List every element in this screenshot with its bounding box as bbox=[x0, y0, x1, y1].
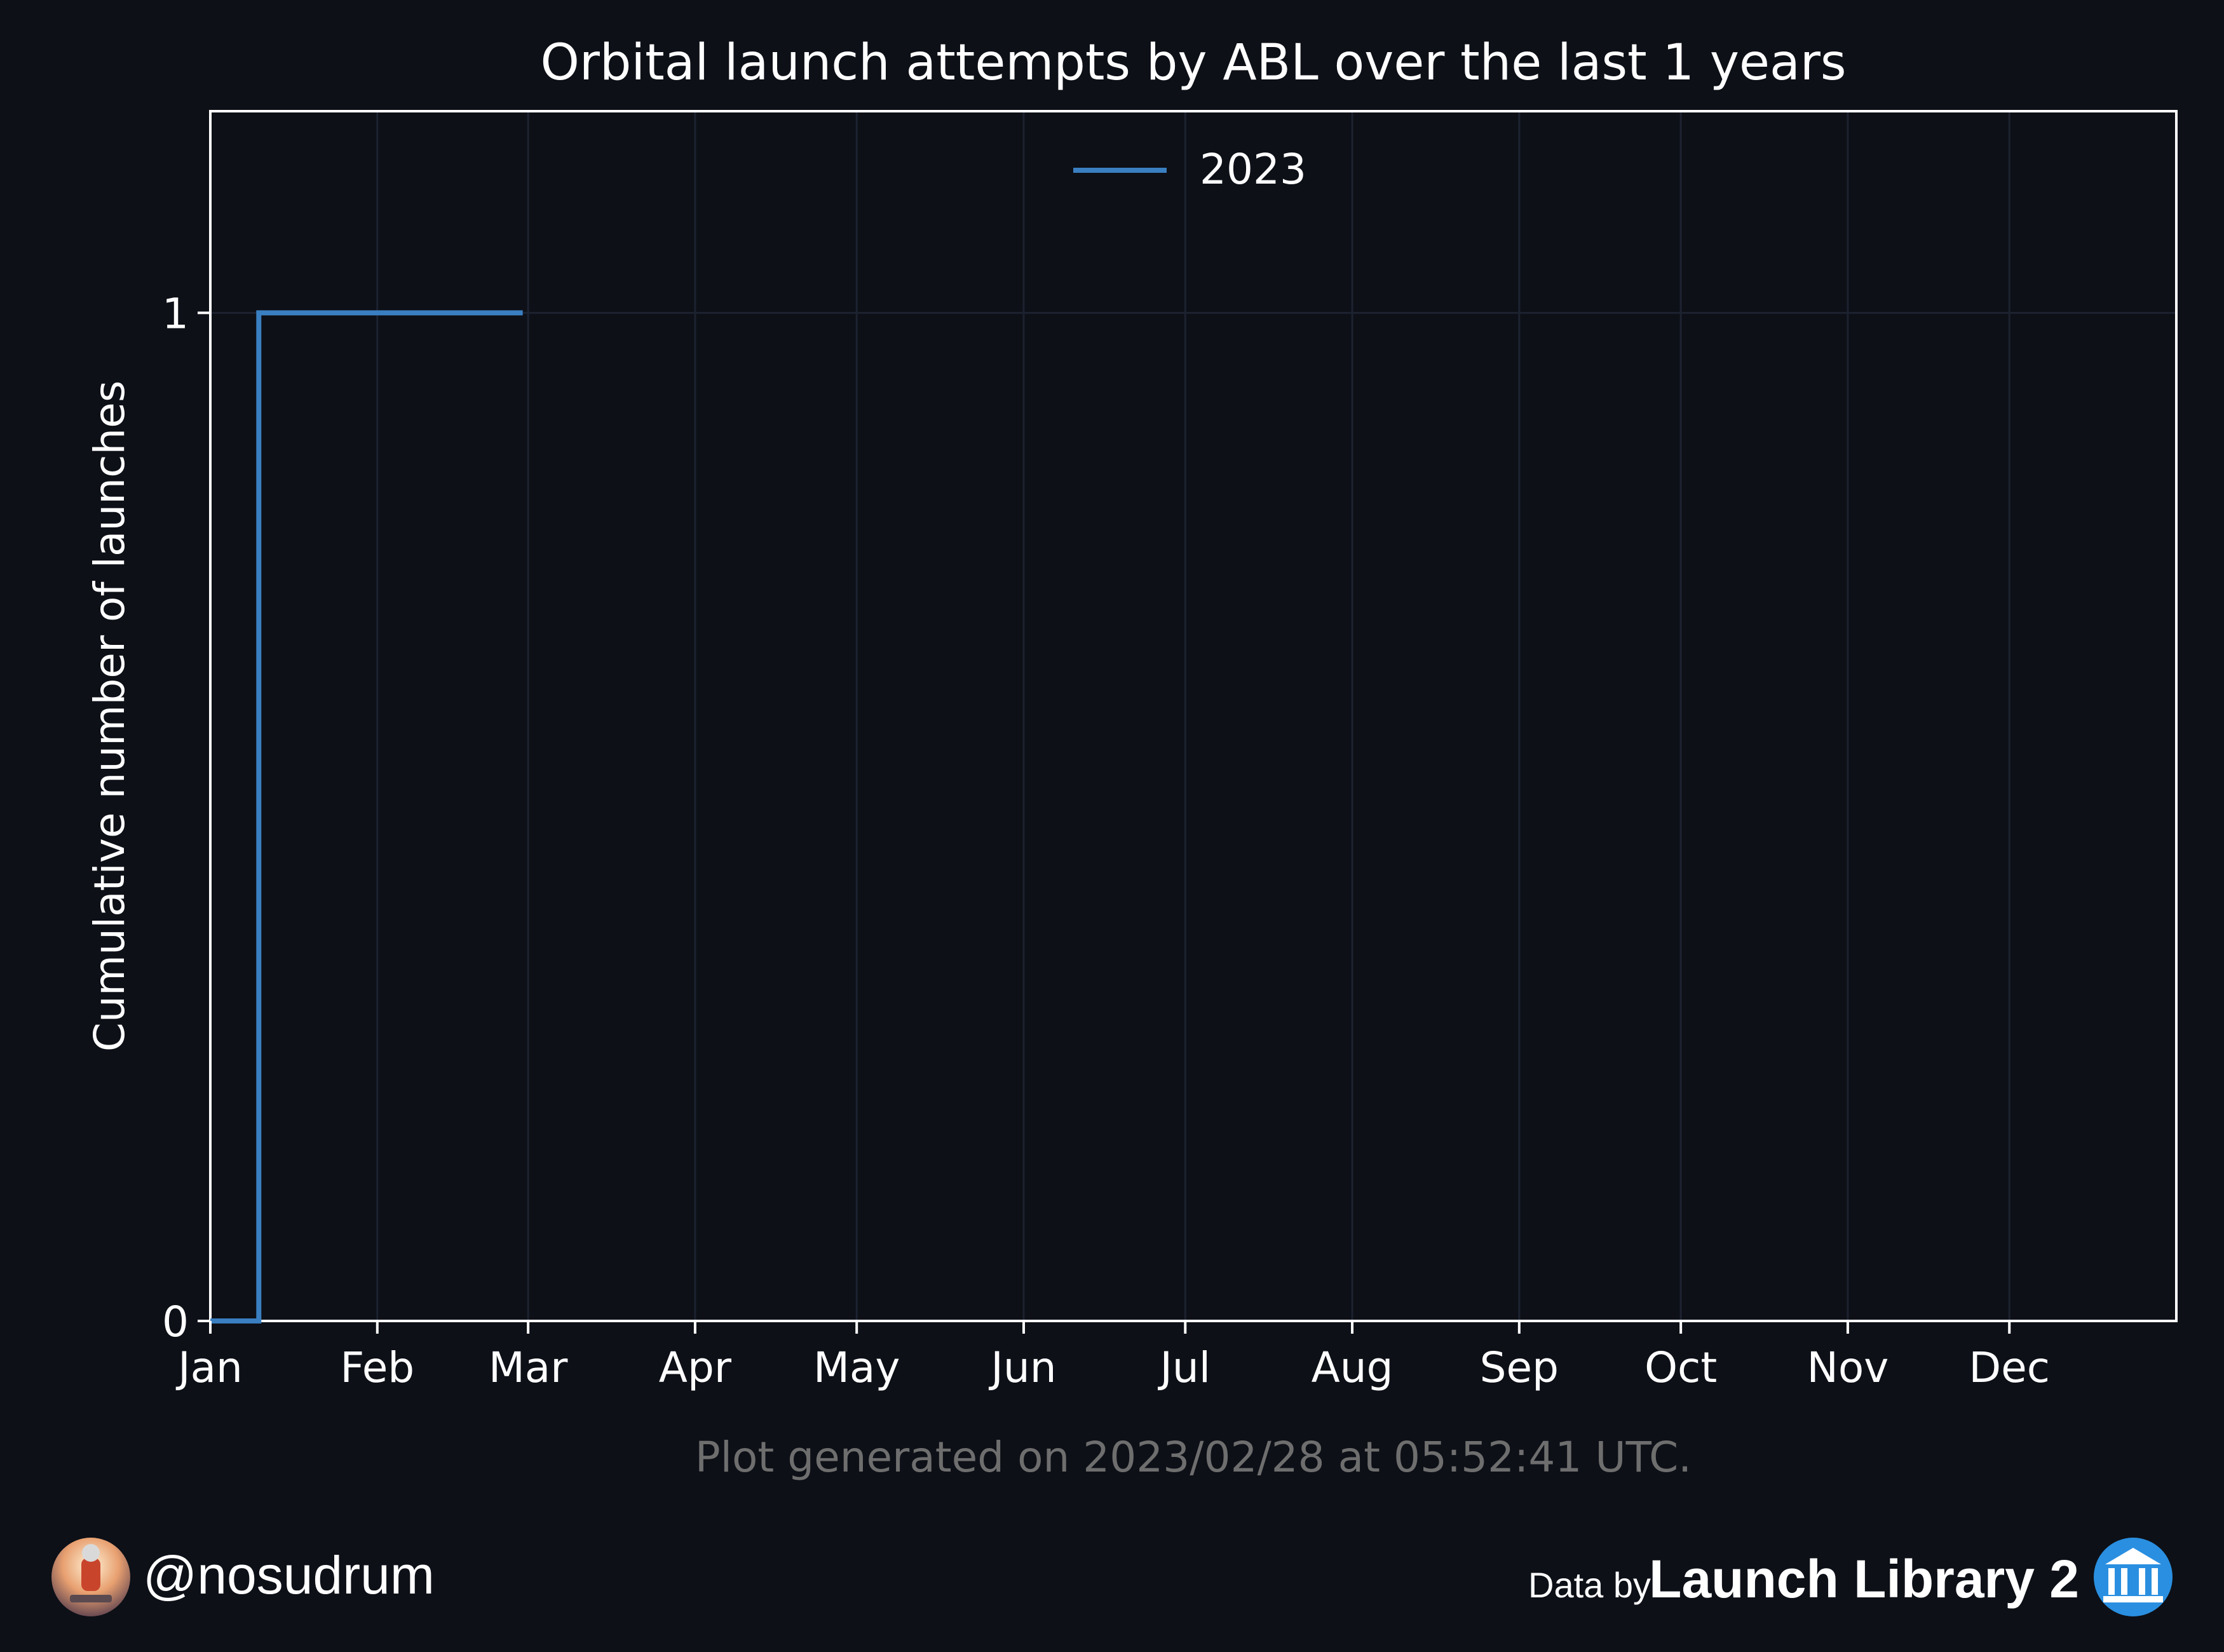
x-tick-label: Mar bbox=[489, 1343, 568, 1392]
y-tick-label: 1 bbox=[162, 289, 189, 338]
x-tick-label: Apr bbox=[659, 1343, 732, 1392]
x-tick-label: Jul bbox=[1157, 1343, 1210, 1392]
x-tick-label: Jan bbox=[175, 1343, 243, 1392]
x-tick-label: Aug bbox=[1312, 1343, 1393, 1392]
x-tick-label: Dec bbox=[1969, 1343, 2050, 1392]
legend: 2023 bbox=[1073, 145, 1306, 194]
x-tick-label: Jun bbox=[988, 1343, 1056, 1392]
chart-title: Orbital launch attempts by ABL over the … bbox=[540, 34, 1846, 91]
generation-caption: Plot generated on 2023/02/28 at 05:52:41… bbox=[695, 1433, 1692, 1482]
author-handle: @nosudrum bbox=[143, 1545, 435, 1605]
astronaut-avatar-icon bbox=[51, 1538, 130, 1616]
author-credit: @nosudrum bbox=[51, 1538, 435, 1616]
x-tick-label: May bbox=[813, 1343, 900, 1392]
x-tick-label: Nov bbox=[1807, 1343, 1889, 1392]
plot-area-frame bbox=[209, 110, 2178, 1322]
legend-entry-label: 2023 bbox=[1200, 145, 1306, 194]
series-lines bbox=[210, 310, 523, 1324]
x-tick-label: Feb bbox=[340, 1343, 414, 1392]
data-source-name: Launch Library 2 bbox=[1649, 1549, 2079, 1609]
x-tick-label: Oct bbox=[1644, 1343, 1717, 1392]
y-axis-label: Cumulative number of launches bbox=[85, 381, 134, 1052]
data-by-label: Data by bbox=[1528, 1565, 1651, 1605]
x-tick-label: Sep bbox=[1480, 1343, 1559, 1392]
library-icon bbox=[2094, 1538, 2173, 1616]
data-source-credit: Data by Launch Library 2 bbox=[1528, 1538, 2173, 1616]
y-tick-label: 0 bbox=[162, 1297, 189, 1346]
series-line-2023 bbox=[210, 310, 523, 1324]
y-axis-ticks: 01 bbox=[162, 289, 210, 1346]
x-axis-ticks: Jan Feb Mar Apr May Jun Jul Aug Sep Oct Nov Dec bbox=[175, 1321, 2050, 1392]
